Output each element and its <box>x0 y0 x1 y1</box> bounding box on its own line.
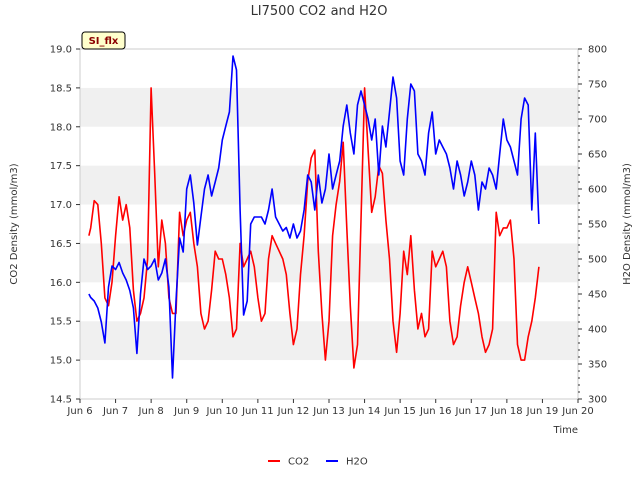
y-left-tick-label: 16.0 <box>50 278 72 289</box>
x-tick-label: Jun 9 <box>173 406 199 417</box>
y-left-tick-label: 17.0 <box>50 200 72 211</box>
left-axis: 14.5 15.0 15.5 16.0 16.5 17.0 17.5 18.0 18.5 19.0 <box>50 45 80 406</box>
grid-band <box>80 87 578 127</box>
y-right-tick-label: 700 <box>588 115 607 126</box>
legend: CO2 H2O <box>268 457 368 468</box>
x-tick-label: Jun 6 <box>66 406 92 417</box>
x-tick-label: Jun 8 <box>138 406 164 417</box>
right-axis: 300 350 400 450 500 550 600 650 700 750 800 <box>578 45 607 406</box>
y-axis-left-title: CO2 Density (mmol/m3) <box>9 163 20 284</box>
series-lines <box>88 55 540 379</box>
y-right-tick-label: 550 <box>588 220 607 231</box>
legend-label-h2o: H2O <box>346 457 368 468</box>
y-left-tick-label: 16.5 <box>50 239 72 250</box>
y-right-tick-label: 750 <box>588 80 607 91</box>
y-right-tick-label: 800 <box>588 45 607 56</box>
y-left-tick-label: 14.5 <box>50 395 72 406</box>
x-tick-label: Jun 13 <box>312 406 345 417</box>
y-axis-right-title: H2O Density (mmol/m3) <box>622 163 633 285</box>
x-tick-label: Jun 15 <box>383 406 416 417</box>
x-tick-label: Jun 17 <box>455 406 488 417</box>
y-left-tick-label: 17.5 <box>50 161 72 172</box>
y-left-tick-label: 19.0 <box>50 45 72 56</box>
y-left-tick-label: 18.5 <box>50 83 72 94</box>
y-left-tick-label: 18.0 <box>50 122 72 133</box>
series-line-h2o <box>88 55 540 379</box>
y-right-tick-label: 650 <box>588 150 607 161</box>
x-tick-label: Jun 14 <box>348 406 381 417</box>
x-tick-label: Jun 12 <box>277 406 310 417</box>
x-axis: Jun 6 Jun 7 Jun 8 Jun 9 Jun 10 Jun 11 Jun 12 Ju… <box>66 399 594 417</box>
x-tick-label: Jun 10 <box>206 406 239 417</box>
x-tick-label: Jun 11 <box>241 406 274 417</box>
y-right-tick-label: 500 <box>588 255 607 266</box>
x-tick-label: Jun 7 <box>102 406 128 417</box>
legend-label-co2: CO2 <box>288 457 309 468</box>
y-left-tick-label: 15.5 <box>50 317 72 328</box>
y-right-tick-label: 350 <box>588 360 607 371</box>
y-right-tick-label: 600 <box>588 185 607 196</box>
y-left-tick-label: 15.0 <box>50 356 72 367</box>
x-tick-label: Jun 16 <box>419 406 452 417</box>
y-right-tick-label: 400 <box>588 325 607 336</box>
series-line-co2 <box>88 87 540 369</box>
flag-badge: SI_flx <box>81 31 126 50</box>
y-right-tick-label: 450 <box>588 290 607 301</box>
x-tick-label: Jun 19 <box>526 406 559 417</box>
chart-title: LI7500 CO2 and H2O <box>251 4 388 19</box>
flag-badge-label: SI_flx <box>89 36 119 47</box>
x-tick-label: Jun 18 <box>490 406 523 417</box>
x-axis-title: Time <box>553 425 578 436</box>
x-tick-label: Jun 20 <box>561 406 594 417</box>
y-right-tick-label: 300 <box>588 395 607 406</box>
